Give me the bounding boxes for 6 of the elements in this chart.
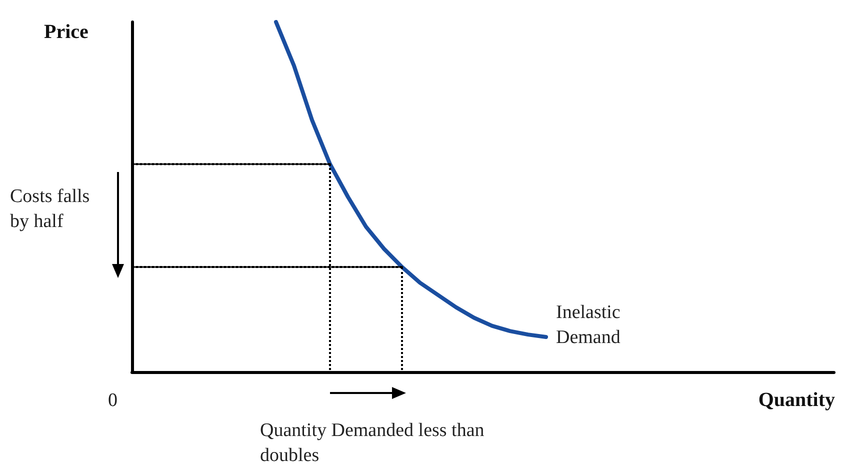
text: Costs falls by half: [10, 186, 94, 232]
series-label: Inelastic Demand: [556, 302, 626, 348]
x-axis-title: Quantity: [758, 389, 836, 411]
text: Quantity Demanded less than doubles: [260, 420, 490, 466]
text: 0: [108, 390, 118, 411]
y-axis-title: Price: [44, 21, 89, 43]
